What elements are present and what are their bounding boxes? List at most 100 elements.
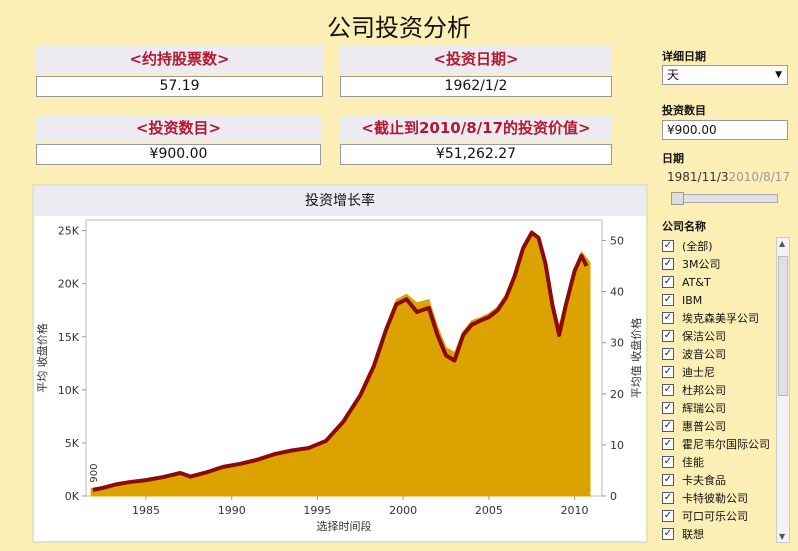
company-item-label: 霍尼韦尔国际公司 bbox=[682, 438, 770, 451]
amount-input[interactable]: ¥900.00 bbox=[662, 120, 788, 140]
company-item[interactable]: ✓ 辉瑞公司 bbox=[662, 399, 774, 417]
x-axis-label: 选择时间段 bbox=[317, 519, 372, 533]
y-left-tick-label: 5K bbox=[65, 437, 80, 450]
company-item[interactable]: ✓ 波音公司 bbox=[662, 345, 774, 363]
company-list-scrollbar[interactable]: ▲ ▼ bbox=[776, 237, 790, 543]
company-item-label: 卡夫食品 bbox=[682, 474, 726, 487]
company-item[interactable]: ✓ (全部) bbox=[662, 237, 774, 255]
company-item[interactable]: ✓ 联想 bbox=[662, 525, 774, 543]
detail-date-select[interactable]: 天 ▼ bbox=[662, 65, 788, 85]
y-right-tick-label: 10 bbox=[610, 439, 624, 452]
checkbox-icon[interactable]: ✓ bbox=[662, 312, 674, 324]
checkbox-icon[interactable]: ✓ bbox=[662, 330, 674, 342]
company-item-label: 佳能 bbox=[682, 456, 704, 469]
checkbox-icon[interactable]: ✓ bbox=[662, 528, 674, 540]
amount-label: 投资数目 bbox=[662, 104, 706, 117]
kpi-shares-value: 57.19 bbox=[36, 76, 323, 97]
checkbox-icon[interactable]: ✓ bbox=[662, 510, 674, 522]
checkbox-icon[interactable]: ✓ bbox=[662, 456, 674, 468]
kpi-total-value: ¥51,262.27 bbox=[340, 144, 612, 165]
company-item-label: IBM bbox=[682, 293, 703, 307]
y-right-tick-label: 40 bbox=[610, 286, 624, 299]
chart-title: 投资增长率 bbox=[34, 186, 646, 216]
date-label: 日期 bbox=[662, 152, 684, 165]
y-left-axis-label: 平均 收盘价格 bbox=[35, 323, 49, 393]
company-item[interactable]: ✓ 卡特彼勒公司 bbox=[662, 489, 774, 507]
y-left-tick-label: 15K bbox=[58, 331, 80, 344]
company-item-label: 埃克森美孚公司 bbox=[682, 312, 759, 325]
x-tick-label: 1990 bbox=[218, 504, 246, 517]
company-item-label: 迪士尼 bbox=[682, 366, 715, 379]
company-item[interactable]: ✓ 埃克森美孚公司 bbox=[662, 309, 774, 327]
company-item-label: 保洁公司 bbox=[682, 330, 726, 343]
y-left-tick-label: 10K bbox=[58, 384, 80, 397]
checkbox-icon[interactable]: ✓ bbox=[662, 240, 674, 252]
y-right-tick-label: 30 bbox=[610, 337, 624, 350]
company-item[interactable]: ✓ 霍尼韦尔国际公司 bbox=[662, 435, 774, 453]
company-item[interactable]: ✓ 惠普公司 bbox=[662, 417, 774, 435]
x-tick-label: 1985 bbox=[132, 504, 160, 517]
company-item-label: 3M公司 bbox=[682, 258, 721, 271]
kpi-date-label: <投资日期> bbox=[340, 46, 612, 73]
kpi-date-value: 1962/1/2 bbox=[340, 76, 612, 97]
company-item[interactable]: ✓ 保洁公司 bbox=[662, 327, 774, 345]
growth-chart: 0K 5K 10K 15K 20K 25K 0 10 20 30 40 50 1985 1990 1995 2… bbox=[35, 219, 643, 533]
page-title: 公司投资分析 bbox=[327, 14, 471, 42]
company-item[interactable]: ✓ 佳能 bbox=[662, 453, 774, 471]
growth-chart-panel: 投资增长率 0K 5K 10K 15K 20K 25K 0 10 20 30 40 50 1985 199… bbox=[32, 184, 648, 543]
x-tick-label: 1995 bbox=[303, 504, 331, 517]
date-range-text: 1981/11/32010/8/17 bbox=[667, 170, 790, 184]
checkbox-icon[interactable]: ✓ bbox=[662, 402, 674, 414]
company-item-label: 惠普公司 bbox=[682, 420, 726, 433]
scrollbar-thumb[interactable] bbox=[778, 256, 788, 396]
company-item-label: 波音公司 bbox=[682, 348, 726, 361]
x-tick-label: 2000 bbox=[389, 504, 417, 517]
checkbox-icon[interactable]: ✓ bbox=[662, 258, 674, 270]
company-item[interactable]: ✓ IBM bbox=[662, 291, 774, 309]
date-range-slider[interactable] bbox=[671, 192, 778, 205]
start-value-annotation: 900 bbox=[89, 463, 100, 482]
scroll-down-icon[interactable]: ▼ bbox=[779, 532, 786, 541]
chevron-down-icon[interactable]: ▼ bbox=[775, 70, 782, 80]
checkbox-icon[interactable]: ✓ bbox=[662, 420, 674, 432]
checkbox-icon[interactable]: ✓ bbox=[662, 294, 674, 306]
x-tick-label: 2010 bbox=[561, 504, 589, 517]
y-right-tick-label: 0 bbox=[610, 490, 617, 503]
company-item-label: AT&T bbox=[682, 275, 711, 289]
company-item-label: (全部) bbox=[682, 240, 713, 253]
checkbox-icon[interactable]: ✓ bbox=[662, 276, 674, 288]
y-left-tick-label: 25K bbox=[58, 225, 80, 238]
x-tick-label: 2005 bbox=[475, 504, 503, 517]
checkbox-icon[interactable]: ✓ bbox=[662, 366, 674, 378]
y-left-tick-label: 0K bbox=[65, 490, 80, 503]
close-price-line-series bbox=[92, 230, 589, 492]
scroll-up-icon[interactable]: ▲ bbox=[779, 239, 786, 248]
detail-date-label: 详细日期 bbox=[662, 50, 706, 63]
checkbox-icon[interactable]: ✓ bbox=[662, 492, 674, 504]
company-item[interactable]: ✓ 可口可乐公司 bbox=[662, 507, 774, 525]
y-right-tick-label: 20 bbox=[610, 388, 624, 401]
company-item[interactable]: ✓ 迪士尼 bbox=[662, 363, 774, 381]
company-item[interactable]: ✓ AT&T bbox=[662, 273, 774, 291]
kpi-total-label: <截止到2010/8/17的投资价值> bbox=[340, 115, 612, 142]
checkbox-icon[interactable]: ✓ bbox=[662, 474, 674, 486]
y-right-tick-label: 50 bbox=[610, 234, 624, 247]
company-item[interactable]: ✓ 卡夫食品 bbox=[662, 471, 774, 489]
company-item[interactable]: ✓ 杜邦公司 bbox=[662, 381, 774, 399]
y-left-tick-label: 20K bbox=[58, 278, 80, 291]
date-range-end: 2010/8/17 bbox=[728, 170, 791, 184]
checkbox-icon[interactable]: ✓ bbox=[662, 384, 674, 396]
company-item[interactable]: ✓ 3M公司 bbox=[662, 255, 774, 273]
checkbox-icon[interactable]: ✓ bbox=[662, 438, 674, 450]
slider-thumb[interactable] bbox=[671, 192, 684, 205]
detail-date-select-value: 天 bbox=[667, 68, 680, 82]
y-right-axis-label: 平均值 收盘价格 bbox=[629, 318, 643, 399]
company-item-label: 杜邦公司 bbox=[682, 384, 726, 397]
company-item-label: 联想 bbox=[682, 528, 704, 541]
kpi-amount-label: <投资数目> bbox=[36, 115, 321, 142]
company-label: 公司名称 bbox=[662, 220, 706, 233]
kpi-shares-label: <约持股票数> bbox=[36, 46, 323, 73]
checkbox-icon[interactable]: ✓ bbox=[662, 348, 674, 360]
company-item-label: 辉瑞公司 bbox=[682, 402, 726, 415]
company-item-label: 可口可乐公司 bbox=[682, 510, 748, 523]
